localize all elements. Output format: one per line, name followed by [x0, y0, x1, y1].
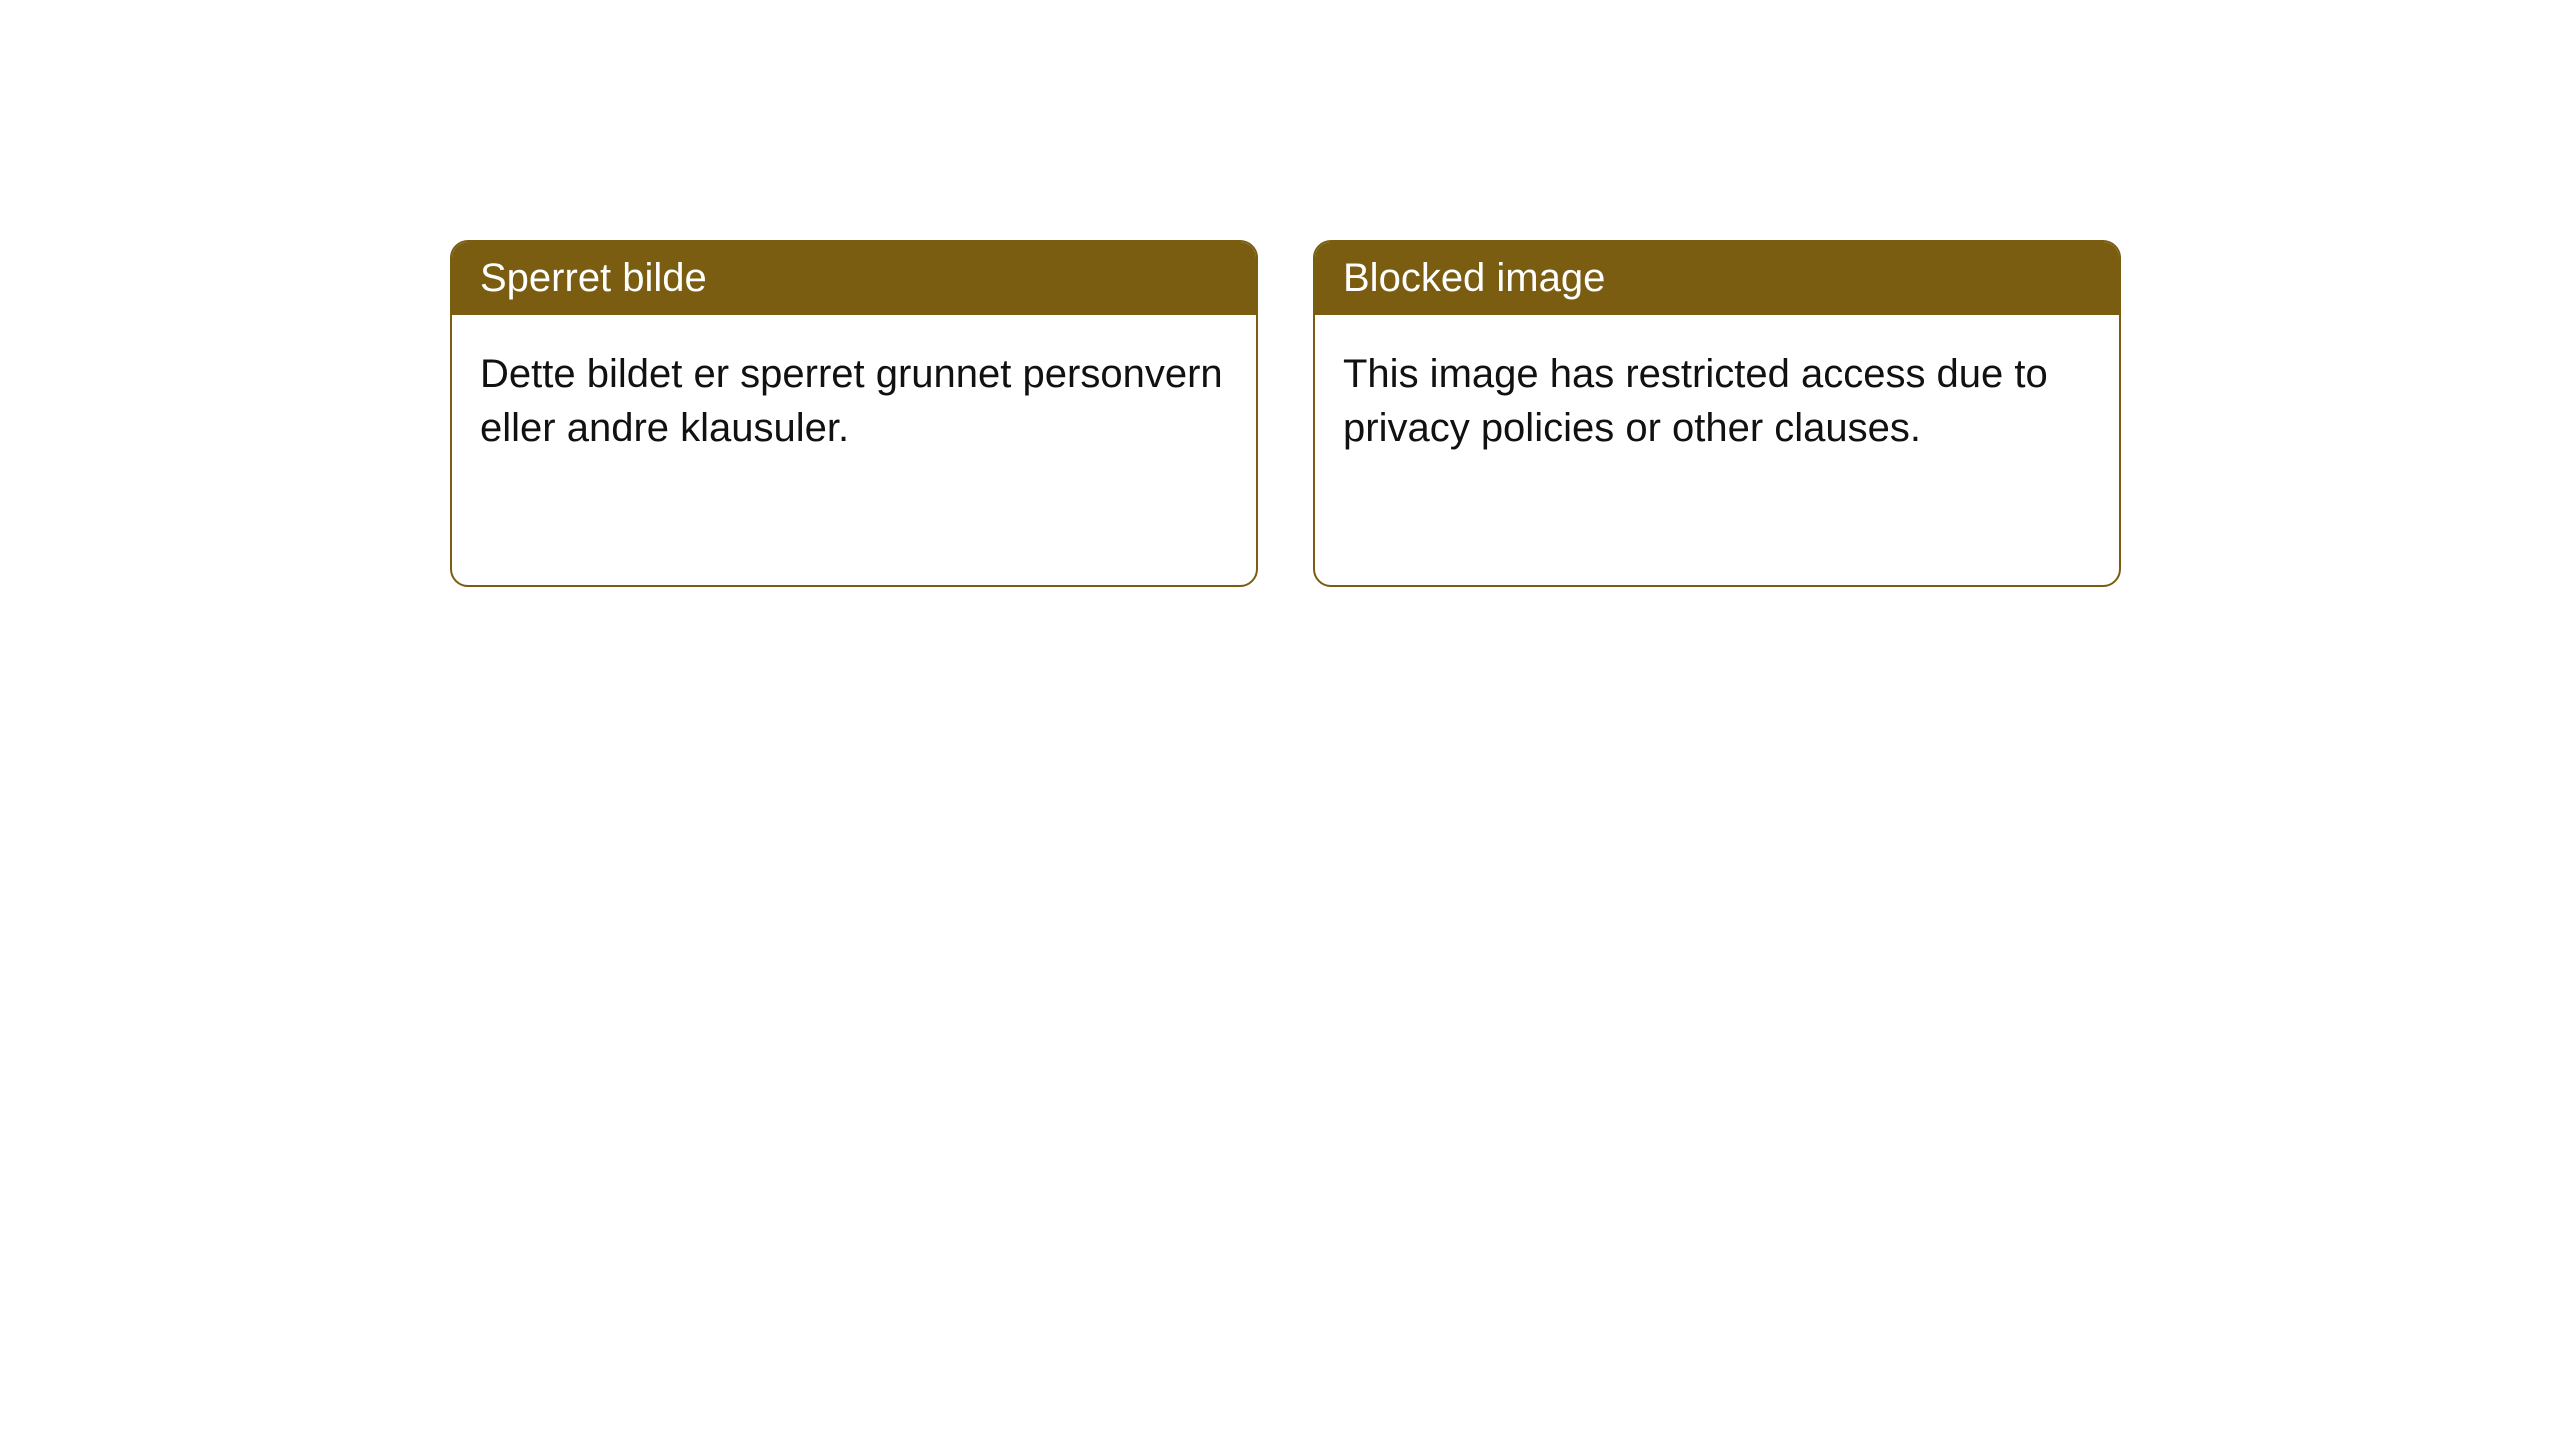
card-body-en: This image has restricted access due to …	[1315, 315, 2119, 585]
blocked-image-cards: Sperret bilde Dette bildet er sperret gr…	[450, 240, 2121, 587]
blocked-image-card-en: Blocked image This image has restricted …	[1313, 240, 2121, 587]
card-title-en: Blocked image	[1315, 242, 2119, 315]
card-title-no: Sperret bilde	[452, 242, 1256, 315]
blocked-image-card-no: Sperret bilde Dette bildet er sperret gr…	[450, 240, 1258, 587]
card-body-no: Dette bildet er sperret grunnet personve…	[452, 315, 1256, 585]
